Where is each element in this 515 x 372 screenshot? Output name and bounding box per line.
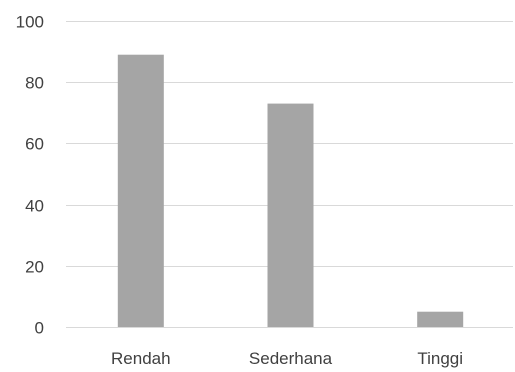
x-tick-label-tinggi: Tinggi — [417, 349, 463, 368]
y-tick-label-80: 80 — [25, 74, 44, 93]
y-tick-label-20: 20 — [25, 258, 44, 277]
x-tick-label-rendah: Rendah — [111, 349, 171, 368]
y-tick-label-60: 60 — [25, 135, 44, 154]
y-tick-label-100: 100 — [16, 13, 44, 32]
bars — [117, 54, 464, 327]
bar-rendah — [117, 54, 164, 327]
x-axis-tick-labels: Rendah Sederhana Tinggi — [111, 349, 463, 368]
bar-sederhana — [267, 103, 314, 327]
bar-tinggi — [417, 311, 464, 327]
y-axis-tick-labels: 0 20 40 60 80 100 — [16, 13, 44, 338]
y-tick-label-40: 40 — [25, 197, 44, 216]
x-tick-label-sederhana: Sederhana — [249, 349, 333, 368]
y-tick-label-0: 0 — [35, 319, 44, 338]
